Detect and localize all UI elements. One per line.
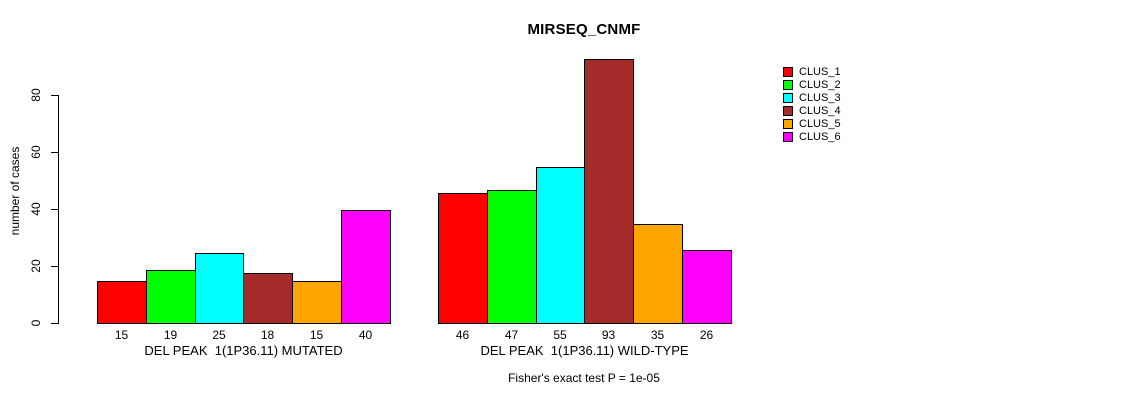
bar-clus_6-group1 (341, 210, 391, 324)
bar-value-label: 47 (504, 328, 519, 342)
bar-value-label: 93 (601, 328, 616, 342)
y-axis-tick-label: 0 (29, 319, 43, 327)
bar-value-label: 19 (163, 328, 178, 342)
bar-value-label: 46 (455, 328, 470, 342)
legend-label: CLUS_5 (799, 117, 841, 130)
bar-clus_4-group1 (243, 273, 293, 324)
legend-swatch-icon (783, 66, 793, 77)
y-axis-tick (51, 209, 58, 210)
fisher-test-caption: Fisher's exact test P = 1e-05 (508, 371, 660, 385)
bar-clus_1-group1 (97, 281, 147, 324)
bar-clus_5-group2 (633, 224, 683, 324)
y-axis-tick-label: 80 (29, 88, 43, 102)
bar-clus_1-group2 (438, 193, 488, 324)
bar-clus_5-group1 (292, 281, 342, 324)
chart-title: MIRSEQ_CNMF (527, 21, 641, 38)
bar-clus_2-group1 (146, 270, 196, 324)
legend-item-clus_2: CLUS_2 (783, 78, 841, 91)
y-axis-tick (51, 266, 58, 267)
legend-item-clus_6: CLUS_6 (783, 130, 841, 143)
bar-clus_4-group2 (584, 59, 634, 324)
x-axis-group-label: DEL PEAK 1(1P36.11) MUTATED (144, 343, 343, 358)
legend-label: CLUS_2 (799, 78, 841, 91)
bar-clus_3-group2 (536, 167, 585, 324)
x-axis-group-label: DEL PEAK 1(1P36.11) WILD-TYPE (480, 343, 689, 358)
y-axis-tick-label: 60 (29, 145, 43, 159)
y-axis-line (58, 95, 59, 324)
legend-swatch-icon (783, 92, 793, 103)
bar-value-label: 18 (260, 328, 275, 342)
legend: CLUS_1 CLUS_2 CLUS_3 CLUS_4 CLUS_5 CLUS_6 (783, 65, 841, 143)
legend-label: CLUS_3 (799, 91, 841, 104)
y-axis-tick (51, 95, 58, 96)
legend-swatch-icon (783, 105, 793, 116)
y-axis-tick-label: 20 (29, 259, 43, 273)
legend-item-clus_5: CLUS_5 (783, 117, 841, 130)
legend-item-clus_4: CLUS_4 (783, 104, 841, 117)
y-axis-tick (51, 152, 58, 153)
legend-swatch-icon (783, 118, 793, 129)
y-axis-tick-label: 40 (29, 202, 43, 216)
legend-label: CLUS_1 (799, 65, 841, 78)
bar-value-label: 26 (699, 328, 714, 342)
bar-value-label: 15 (309, 328, 324, 342)
legend-swatch-icon (783, 79, 793, 90)
bar-clus_3-group1 (195, 253, 244, 324)
bar-value-label: 15 (114, 328, 129, 342)
legend-item-clus_3: CLUS_3 (783, 91, 841, 104)
legend-label: CLUS_6 (799, 130, 841, 143)
bar-value-label: 25 (212, 328, 226, 342)
y-axis-tick (51, 323, 58, 324)
bar-clus_6-group2 (682, 250, 732, 324)
y-axis-label: number of cases (8, 146, 22, 236)
bar-value-label: 40 (358, 328, 373, 342)
legend-item-clus_1: CLUS_1 (783, 65, 841, 78)
legend-label: CLUS_4 (799, 104, 841, 117)
legend-swatch-icon (783, 131, 793, 142)
bar-clus_2-group2 (487, 190, 537, 324)
bar-value-label: 55 (553, 328, 567, 342)
bar-value-label: 35 (650, 328, 665, 342)
